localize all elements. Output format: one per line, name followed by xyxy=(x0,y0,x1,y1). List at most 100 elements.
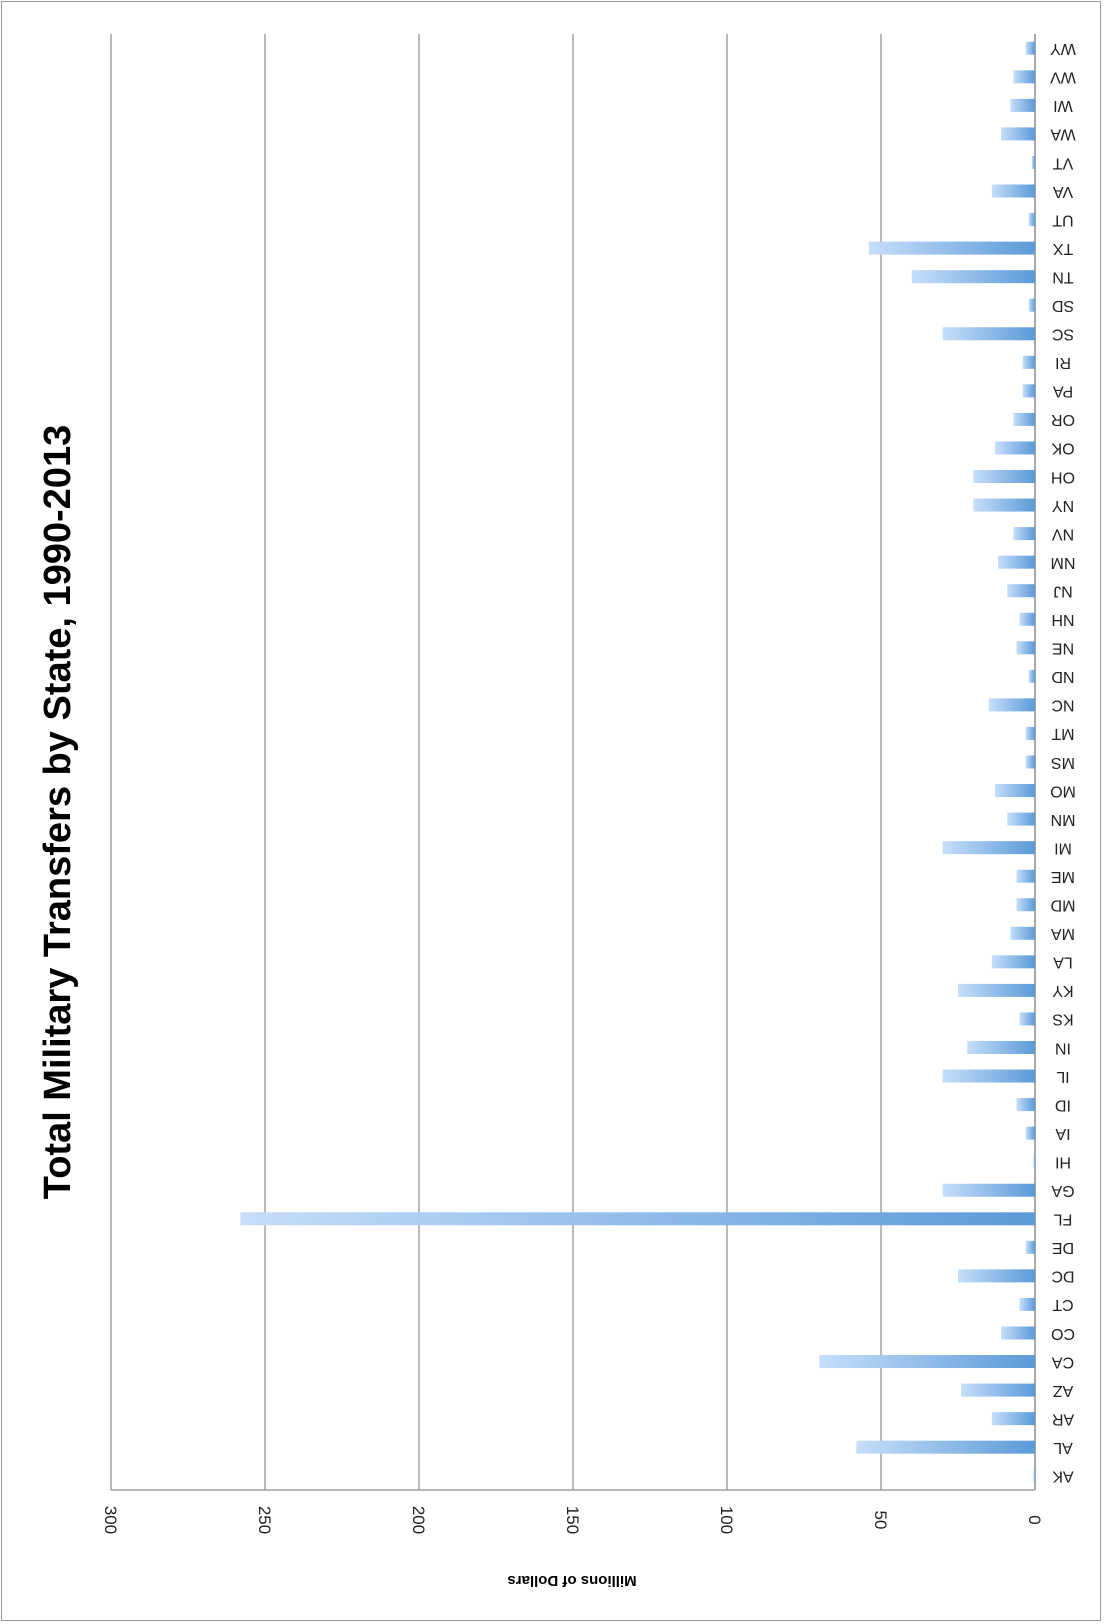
bar-nd xyxy=(1028,669,1035,683)
bar-sc xyxy=(942,327,1035,341)
bar-tn xyxy=(911,270,1035,284)
category-label: NV xyxy=(1052,525,1075,542)
bar-mo xyxy=(994,784,1035,798)
chart-title: Total Military Transfers by State, 1990-… xyxy=(37,425,79,1199)
value-tick-label: 150 xyxy=(563,1506,582,1534)
value-tick-label: 0 xyxy=(1025,1515,1044,1524)
bar-co xyxy=(1001,1326,1035,1340)
bar-ri xyxy=(1022,355,1035,369)
bar-ga xyxy=(942,1183,1035,1197)
category-label: DC xyxy=(1051,1268,1074,1285)
bar-ny xyxy=(973,498,1035,512)
bar-series xyxy=(240,41,1036,1483)
category-label: NE xyxy=(1052,640,1074,657)
bar-il xyxy=(942,1069,1035,1083)
category-label: FL xyxy=(1054,1211,1073,1228)
category-label: ID xyxy=(1055,1096,1071,1113)
bar-md xyxy=(1016,898,1035,912)
category-labels: AK AL AR AZ CA CO CT DC DE FL GA HI IA ID IL IN KS KY LA MA… xyxy=(1050,40,1076,1484)
bar-ky xyxy=(958,983,1035,997)
bar-ct xyxy=(1019,1297,1035,1311)
category-label: MA xyxy=(1051,925,1075,942)
category-label: VA xyxy=(1053,183,1073,200)
category-label: GA xyxy=(1051,1182,1074,1199)
bar-ut xyxy=(1028,213,1035,227)
bar-ak xyxy=(1033,1469,1035,1483)
bar-nh xyxy=(1019,612,1035,626)
category-label: WI xyxy=(1053,97,1073,114)
bar-dc xyxy=(958,1269,1035,1283)
category-label: TX xyxy=(1052,240,1073,257)
bar-de xyxy=(1025,1240,1035,1254)
category-label: WA xyxy=(1050,126,1076,143)
category-label: NM xyxy=(1051,554,1076,571)
bar-la xyxy=(991,955,1035,969)
category-label: NH xyxy=(1051,611,1074,628)
bar-wi xyxy=(1010,98,1035,112)
bar-wy xyxy=(1025,41,1035,55)
bar-nm xyxy=(998,555,1035,569)
category-label: OK xyxy=(1051,440,1074,457)
category-label: RI xyxy=(1055,354,1071,371)
category-label: MD xyxy=(1051,897,1076,914)
bar-in xyxy=(967,1040,1035,1054)
bar-nv xyxy=(1013,527,1035,541)
bar-wv xyxy=(1013,70,1035,84)
value-tick-label: 250 xyxy=(255,1506,274,1534)
category-label: SD xyxy=(1052,297,1074,314)
category-label: CA xyxy=(1052,1353,1075,1370)
category-label: MS xyxy=(1051,754,1075,771)
bar-ms xyxy=(1025,755,1035,769)
category-label: ND xyxy=(1051,668,1074,685)
value-tick-label: 50 xyxy=(871,1511,890,1530)
bar-ks xyxy=(1019,1012,1035,1026)
bar-pa xyxy=(1022,384,1035,398)
category-label: HI xyxy=(1055,1153,1071,1170)
value-axis-ticks: 0 50 100 150 200 250 300 xyxy=(101,1506,1044,1534)
category-label: UT xyxy=(1052,211,1074,228)
value-tick-label: 300 xyxy=(101,1506,120,1534)
category-label: MO xyxy=(1050,782,1076,799)
category-label: NY xyxy=(1052,497,1075,514)
value-axis-label: Millions of Dollars xyxy=(507,1572,636,1589)
bar-mi xyxy=(942,841,1035,855)
bar-ne xyxy=(1016,641,1035,655)
category-label: CO xyxy=(1051,1325,1075,1342)
bar-oh xyxy=(973,470,1035,484)
category-label: NC xyxy=(1051,697,1074,714)
bar-ok xyxy=(994,441,1035,455)
category-label: DE xyxy=(1052,1239,1074,1256)
bar-id xyxy=(1016,1098,1035,1112)
bar-mn xyxy=(1007,812,1035,826)
bar-vt xyxy=(1031,155,1035,169)
bar-va xyxy=(991,184,1035,198)
category-label: MN xyxy=(1051,811,1076,828)
category-label: PA xyxy=(1053,383,1073,400)
category-label: VT xyxy=(1053,154,1074,171)
bar-ia xyxy=(1025,1126,1035,1140)
bar-nj xyxy=(1007,584,1035,598)
bar-wa xyxy=(1001,127,1035,141)
category-label: AZ xyxy=(1053,1382,1074,1399)
bar-fl xyxy=(240,1212,1036,1226)
category-label: KY xyxy=(1052,982,1074,999)
category-label: ME xyxy=(1051,868,1075,885)
bar-ar xyxy=(991,1412,1035,1426)
bar-ma xyxy=(1010,926,1035,940)
bar-or xyxy=(1013,412,1035,426)
category-label: IL xyxy=(1056,1068,1069,1085)
category-label: WV xyxy=(1050,69,1076,86)
value-tick-label: 100 xyxy=(717,1506,736,1534)
category-label: AK xyxy=(1052,1467,1074,1484)
category-label: MI xyxy=(1054,839,1072,856)
category-label: CT xyxy=(1052,1296,1074,1313)
category-label: LA xyxy=(1053,954,1073,971)
bar-me xyxy=(1016,869,1035,883)
category-label: OR xyxy=(1051,411,1075,428)
value-tick-label: 200 xyxy=(409,1506,428,1534)
bar-sd xyxy=(1028,298,1035,312)
category-label: SC xyxy=(1052,326,1074,343)
category-label: IN xyxy=(1055,1039,1071,1056)
category-label: AR xyxy=(1052,1410,1074,1427)
